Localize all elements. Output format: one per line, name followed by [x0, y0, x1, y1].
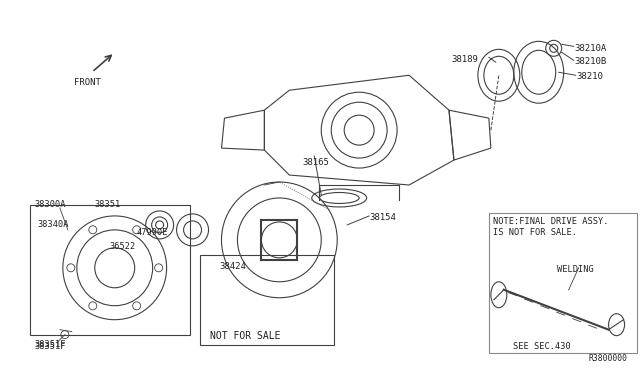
Text: 38154: 38154 — [369, 213, 396, 222]
Text: NOTE:FINAL DRIVE ASSY.: NOTE:FINAL DRIVE ASSY. — [493, 217, 609, 226]
Text: WELDING: WELDING — [557, 265, 593, 274]
Text: SEE SEC.430: SEE SEC.430 — [513, 341, 571, 351]
Text: IS NOT FOR SALE.: IS NOT FOR SALE. — [493, 228, 577, 237]
Text: 38340A: 38340A — [38, 220, 69, 229]
Text: 38424: 38424 — [220, 262, 246, 271]
Text: 38351F: 38351F — [35, 340, 67, 349]
Bar — [30, 205, 189, 335]
Text: 38189: 38189 — [451, 55, 478, 64]
Text: 38210: 38210 — [577, 72, 604, 81]
Text: 38210A: 38210A — [575, 44, 607, 53]
Text: 36522: 36522 — [109, 242, 136, 251]
Text: R3800000: R3800000 — [589, 354, 628, 363]
Bar — [200, 255, 334, 344]
Text: FRONT: FRONT — [74, 78, 100, 87]
Text: 38300A: 38300A — [35, 200, 67, 209]
Text: 38210B: 38210B — [575, 57, 607, 66]
Text: 38351: 38351 — [95, 200, 121, 209]
Text: NOT FOR SALE: NOT FOR SALE — [209, 331, 280, 341]
Text: 38351F: 38351F — [35, 341, 67, 351]
Text: 38165: 38165 — [302, 158, 329, 167]
Bar — [489, 213, 637, 353]
Text: 47990E: 47990E — [137, 228, 168, 237]
